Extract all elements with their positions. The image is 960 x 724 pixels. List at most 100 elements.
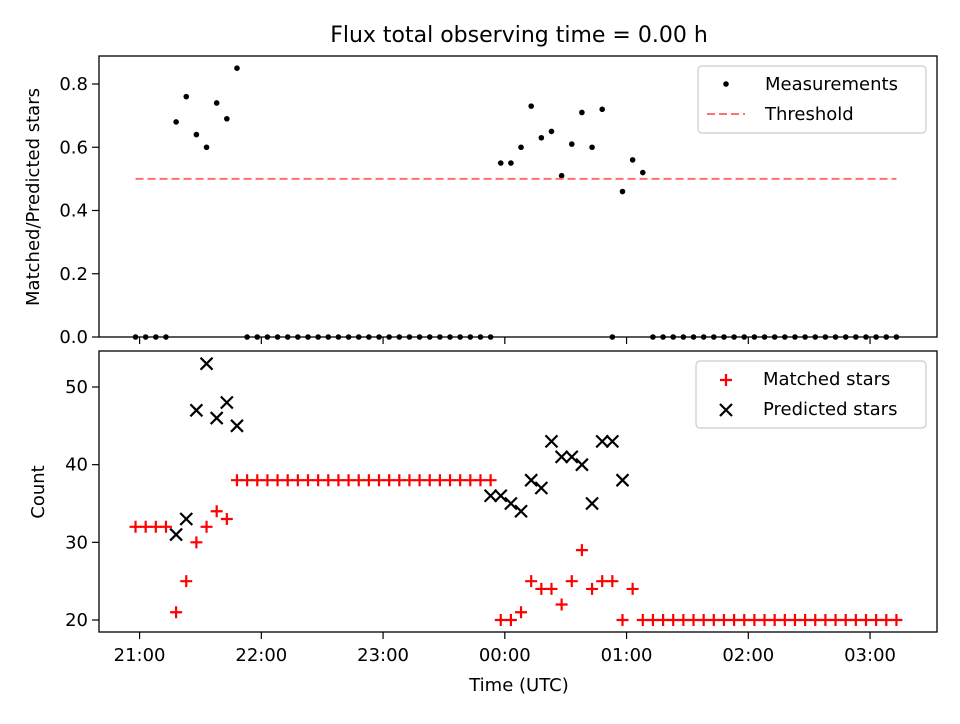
measurement-point: [203, 144, 210, 151]
x-tick-label: 02:00: [722, 645, 774, 666]
predicted-star-point: [199, 356, 214, 371]
matched-star-point: [738, 614, 751, 626]
measurement-point: [558, 172, 565, 179]
x-tick-label: 23:00: [357, 645, 409, 666]
matched-star-point: [707, 614, 720, 626]
matched-star-point: [393, 474, 406, 487]
matched-star-point: [515, 606, 528, 619]
matched-star-point: [261, 474, 274, 487]
matched-star-point: [444, 474, 457, 487]
measurement-point: [508, 160, 514, 166]
matched-star-point: [565, 575, 578, 588]
matched-star-point: [525, 575, 538, 588]
matched-star-point: [717, 614, 730, 626]
matched-star-point: [809, 614, 822, 626]
matched-star-point: [870, 614, 883, 626]
matched-star-point: [241, 474, 254, 487]
measurement-point: [568, 141, 575, 147]
plot-frame: [98, 55, 938, 338]
matched-star-point: [839, 614, 852, 626]
predicted-star-point: [169, 527, 183, 542]
matched-star-point: [230, 474, 243, 487]
matched-star-point: [474, 474, 487, 487]
matched-star-point: [342, 474, 355, 487]
measurement-point: [589, 144, 595, 151]
measurement-point: [599, 106, 606, 113]
measurement-point: [234, 65, 240, 71]
matched-star-point: [890, 614, 903, 626]
x-tick-label: 22:00: [235, 645, 287, 666]
predicted-star-point: [189, 403, 204, 418]
measurement-point: [193, 131, 200, 138]
matched-star-point: [535, 582, 548, 595]
measurement-point: [528, 103, 534, 109]
matched-star-point: [291, 474, 304, 487]
matched-star-point: [575, 544, 588, 557]
top-legend: Measurements Threshold: [697, 65, 927, 134]
x-tick-label: 03:00: [844, 645, 896, 666]
matched-star-point: [788, 614, 801, 626]
measurement-point: [518, 144, 524, 151]
y-tick-label: 0.8: [59, 74, 88, 95]
x-tick-label: 21:00: [114, 645, 166, 666]
predicted-star-point: [585, 496, 599, 511]
legend-matched-marker: [720, 374, 732, 386]
measurement-point: [183, 93, 190, 100]
predicted-star-point: [179, 512, 194, 526]
matched-star-point: [555, 598, 568, 611]
y-tick-label: 0.6: [59, 137, 88, 158]
matched-star-point: [646, 614, 659, 626]
predicted-star-point: [230, 419, 244, 433]
matched-star-point: [433, 474, 446, 487]
matched-star-point: [768, 614, 781, 626]
matched-star-point: [373, 474, 386, 487]
measurement-point: [224, 115, 230, 122]
matched-star-point: [322, 474, 335, 487]
bottom-y-axis-label: Count: [28, 465, 49, 518]
matched-star-point: [616, 614, 629, 626]
matched-star-point: [728, 614, 741, 626]
predicted-star-point: [595, 434, 609, 449]
bottom-x-axis-label: Time (UTC): [468, 675, 569, 696]
matched-star-point: [606, 575, 619, 588]
matched-star-point: [545, 582, 558, 595]
matched-star-point: [200, 520, 213, 533]
matched-star-point: [403, 474, 416, 487]
bottom-legend: Matched stars Predicted stars: [695, 360, 927, 429]
measurement-point: [629, 157, 636, 163]
matched-star-point: [159, 520, 172, 533]
matched-star-point: [859, 614, 872, 626]
matched-star-point: [504, 614, 517, 626]
measurement-point: [639, 169, 646, 176]
predicted-star-point: [534, 481, 549, 495]
matched-star-point: [667, 614, 680, 626]
matched-star-point: [139, 520, 152, 533]
matched-star-point: [423, 474, 436, 487]
legend-predicted-marker: [719, 403, 733, 417]
predicted-star-point: [514, 504, 528, 519]
matched-star-point: [129, 520, 142, 533]
matched-star-point: [352, 474, 365, 487]
matched-star-point: [758, 614, 771, 626]
matched-star-point: [149, 520, 162, 533]
measurement-point: [619, 188, 626, 195]
y-tick-label: 50: [65, 377, 88, 398]
matched-star-point: [677, 614, 690, 626]
measurement-point: [579, 109, 585, 116]
matched-star-point: [170, 606, 183, 619]
y-tick-label: 0.0: [59, 327, 88, 348]
matched-star-point: [301, 474, 314, 487]
top-legend-box: [697, 65, 927, 134]
measurement-point: [497, 160, 504, 166]
matched-star-point: [362, 474, 375, 487]
matched-star-point: [220, 513, 233, 526]
top-y-axis-label: Matched/Predicted stars: [23, 88, 44, 306]
matched-star-point: [697, 614, 710, 626]
predicted-star-point: [575, 457, 589, 472]
matched-star-point: [596, 575, 609, 588]
matched-star-point: [880, 614, 893, 626]
y-tick-label: 0.2: [59, 264, 88, 285]
matched-star-point: [687, 614, 700, 626]
matched-star-point: [454, 474, 467, 487]
matched-star-point: [210, 505, 223, 518]
